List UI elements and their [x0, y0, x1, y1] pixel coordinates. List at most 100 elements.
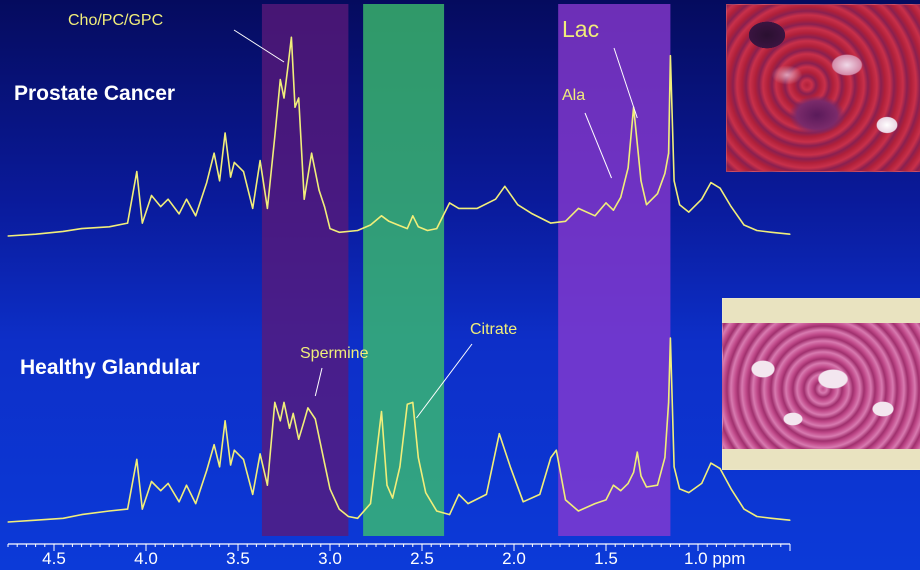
series-1-point — [185, 484, 188, 486]
series-0-point — [612, 209, 615, 211]
series-line-1 — [7, 337, 791, 523]
series-0-point — [380, 215, 383, 217]
series-1-point — [636, 451, 638, 453]
series-0-point — [233, 161, 235, 163]
series-1-point — [307, 407, 309, 409]
x-tick-label: 4.5 — [42, 549, 66, 568]
series-1-point — [242, 458, 245, 460]
series-0-point — [476, 207, 478, 209]
series-1-point — [279, 420, 281, 422]
series-0-point — [640, 180, 642, 182]
series-1-point — [688, 492, 690, 494]
series-0-point — [668, 152, 670, 154]
series-0-point — [730, 206, 732, 208]
series-1-point — [392, 497, 394, 499]
series-0-point — [756, 229, 758, 232]
annotation-lac: Lac — [562, 16, 600, 42]
series-1-point — [668, 401, 670, 403]
x-tick-label: 2.0 — [502, 549, 526, 568]
series-1-point — [136, 458, 138, 460]
series-0-point — [719, 187, 721, 189]
series-0-point — [517, 204, 519, 206]
series-0-point — [224, 132, 226, 134]
series-1-point — [701, 482, 703, 484]
x-tick-label: 2.5 — [410, 549, 434, 568]
series-1-point — [35, 519, 37, 521]
series-0-point — [406, 228, 408, 230]
series-1-point — [274, 401, 276, 403]
series-1-point — [555, 449, 557, 451]
series-0-point — [287, 68, 289, 70]
annotation-cho-pc-gpc: Cho/PC/GPC — [68, 12, 164, 29]
series-1-point — [259, 453, 261, 455]
series-1-point — [266, 484, 268, 486]
series-1-point — [417, 457, 419, 459]
series-1-point — [127, 508, 129, 510]
series-0-point — [688, 211, 690, 213]
series-1-point — [436, 510, 438, 512]
series-0-point — [294, 106, 296, 108]
series-1-point — [564, 499, 567, 501]
series-1-point — [673, 466, 675, 468]
series-0-point — [531, 213, 534, 215]
series-0-point — [338, 231, 340, 233]
series-1-point — [380, 411, 383, 413]
histology-image-healthy — [722, 298, 920, 470]
series-1-point — [62, 517, 64, 519]
series-0-point — [495, 198, 497, 200]
series-1-point — [605, 499, 607, 501]
annotation-leader-4 — [416, 343, 473, 419]
series-1-point — [640, 475, 642, 477]
series-0-point — [627, 167, 629, 169]
series-1-point — [7, 521, 9, 523]
series-1-point — [141, 508, 143, 510]
series-1-point — [550, 457, 552, 459]
series-1-point — [679, 488, 681, 490]
series-0-point — [206, 182, 208, 184]
x-tick-label: 1.0 ppm — [684, 549, 745, 568]
series-0-point — [283, 97, 285, 99]
series-1-point — [323, 462, 326, 464]
series-0-point — [679, 204, 681, 206]
series-0-point — [417, 226, 419, 228]
series-0-point — [656, 193, 659, 195]
series-0-point — [564, 220, 567, 222]
series-0-point — [274, 136, 276, 138]
series-0-point — [577, 207, 580, 209]
x-tick-label: 3.0 — [318, 549, 342, 568]
series-0-point — [329, 228, 331, 230]
series-0-point — [242, 171, 245, 173]
series-1-point — [612, 484, 615, 486]
series-0-point — [62, 230, 64, 232]
x-tick-label: 3.5 — [226, 549, 250, 568]
series-0-point — [789, 233, 791, 235]
series-1-point — [219, 466, 221, 468]
series-1-point — [633, 471, 635, 473]
series-1-point — [195, 503, 197, 505]
series-0-point — [449, 202, 451, 204]
series-0-point — [252, 207, 254, 209]
series-0-point — [230, 176, 232, 178]
annotation-citrate: Citrate — [470, 321, 518, 338]
series-0-point — [636, 143, 638, 145]
series-1-point — [369, 503, 372, 505]
series-1-point — [338, 508, 340, 510]
series-0-point — [504, 185, 506, 187]
series-0-point — [743, 224, 745, 226]
series-0-point — [35, 233, 37, 235]
series-1-point — [160, 490, 162, 492]
series-1-point — [730, 488, 732, 490]
series-1-point — [347, 515, 349, 518]
series-0-point — [266, 207, 268, 209]
series-1-point — [298, 438, 300, 440]
series-0-point — [594, 215, 596, 217]
series-1-point — [710, 462, 712, 464]
series-0-point — [426, 229, 429, 232]
series-0-point — [298, 97, 300, 99]
series-0-point — [710, 182, 712, 184]
series-1-point — [522, 501, 524, 503]
series-1-point — [485, 493, 487, 495]
series-0-point — [669, 55, 672, 57]
panel-label-cancer: Prostate Cancer — [14, 82, 176, 105]
series-1-point — [594, 503, 596, 505]
